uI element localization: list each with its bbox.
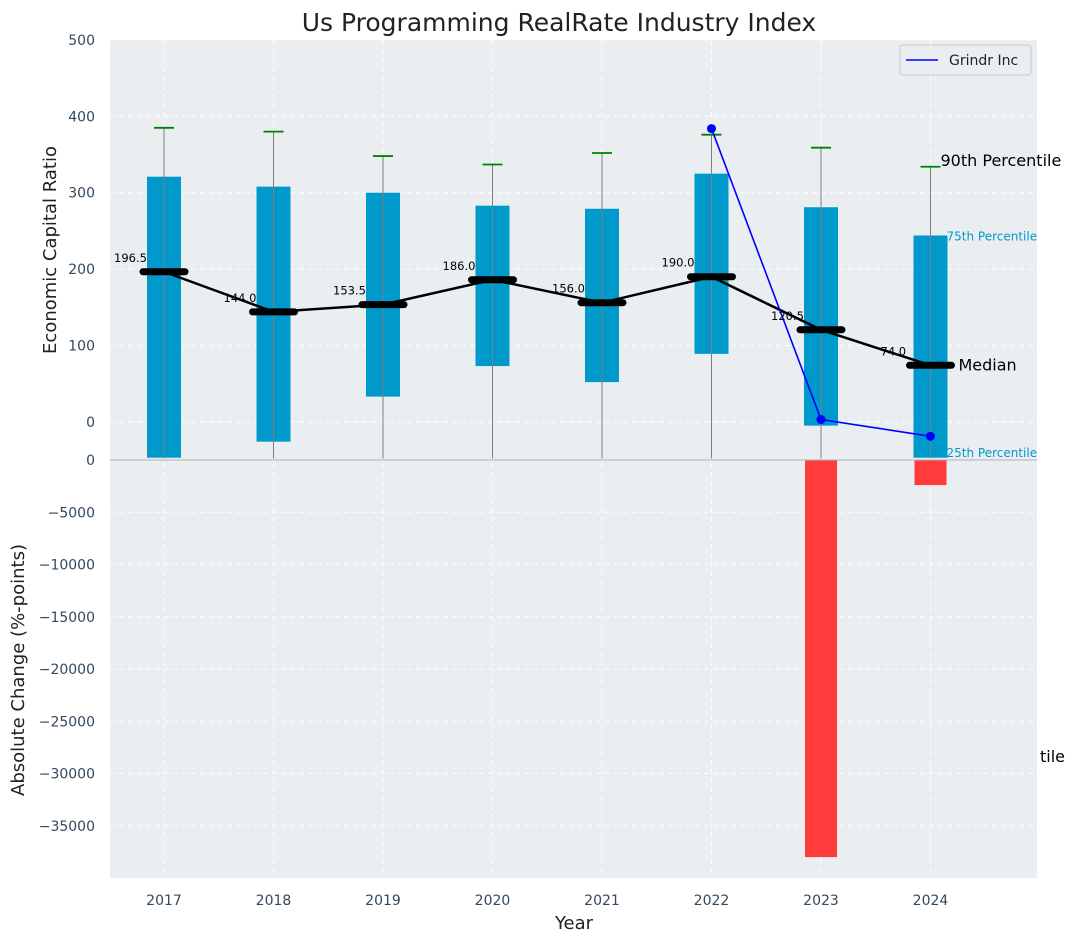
- median-value-label: 144.0: [224, 291, 257, 305]
- top-y-axis-label: Economic Capital Ratio: [40, 146, 61, 354]
- top-y-tick-label: 0: [86, 415, 95, 431]
- company-series-point: [707, 124, 716, 134]
- x-tick-label: 2018: [256, 893, 292, 909]
- median-value-label: 190.0: [662, 256, 695, 270]
- chart-title: Us Programming RealRate Industry Index: [302, 8, 816, 37]
- top-panel-background: [110, 40, 1037, 460]
- top-y-tick-label: 200: [68, 262, 95, 278]
- x-tick-label: 2024: [913, 893, 949, 909]
- legend-label: Grindr Inc: [949, 53, 1018, 69]
- bottom-y-tick-label: −15000: [39, 610, 95, 626]
- top-y-tick-label: 400: [68, 109, 95, 125]
- bottom-y-tick-label: −25000: [39, 714, 95, 730]
- top-y-extra-tick-label: 0: [86, 453, 95, 469]
- x-tick-label: 2020: [475, 893, 511, 909]
- median-value-label: 196.5: [114, 251, 147, 265]
- x-tick-label: 2022: [694, 893, 730, 909]
- legend-box: [899, 44, 1032, 76]
- annotation-median: Median: [959, 355, 1017, 374]
- company-series-point: [926, 431, 935, 441]
- bottom-y-tick-label: −10000: [39, 558, 95, 574]
- x-axis-label: Year: [554, 913, 594, 934]
- company-series-point: [816, 415, 826, 425]
- top-y-tick-label: 500: [68, 33, 95, 49]
- bottom-y-axis-label: Absolute Change (%-points): [8, 544, 29, 796]
- annotation-75th-percentile: 75th Percentile: [947, 229, 1038, 243]
- bottom-y-tick-label: −35000: [39, 819, 95, 835]
- top-y-tick-label: 300: [68, 186, 95, 202]
- change-bar: [914, 460, 947, 486]
- median-value-label: 74.0: [881, 344, 907, 358]
- annotation-25th-percentile: 25th Percentile: [947, 446, 1038, 460]
- x-tick-label: 2017: [146, 893, 182, 909]
- bottom-y-tick-label: −5000: [48, 505, 95, 521]
- top-y-tick-label: 100: [68, 338, 95, 354]
- median-value-label: 186.0: [443, 259, 476, 273]
- x-tick-label: 2023: [803, 893, 839, 909]
- median-value-label: 156.0: [552, 282, 585, 296]
- median-value-label: 153.5: [333, 284, 366, 298]
- bottom-y-tick-label: −30000: [39, 767, 95, 783]
- median-value-label: 120.5: [771, 309, 804, 323]
- clipped-annotation: tile: [1040, 747, 1065, 766]
- bottom-y-tick-label: −20000: [39, 662, 95, 678]
- legend: Grindr Inc: [899, 44, 1032, 76]
- x-tick-label: 2019: [365, 893, 401, 909]
- annotation-90th-percentile: 90th Percentile: [941, 151, 1062, 170]
- change-bar: [805, 460, 837, 858]
- x-tick-label: 2021: [584, 893, 620, 909]
